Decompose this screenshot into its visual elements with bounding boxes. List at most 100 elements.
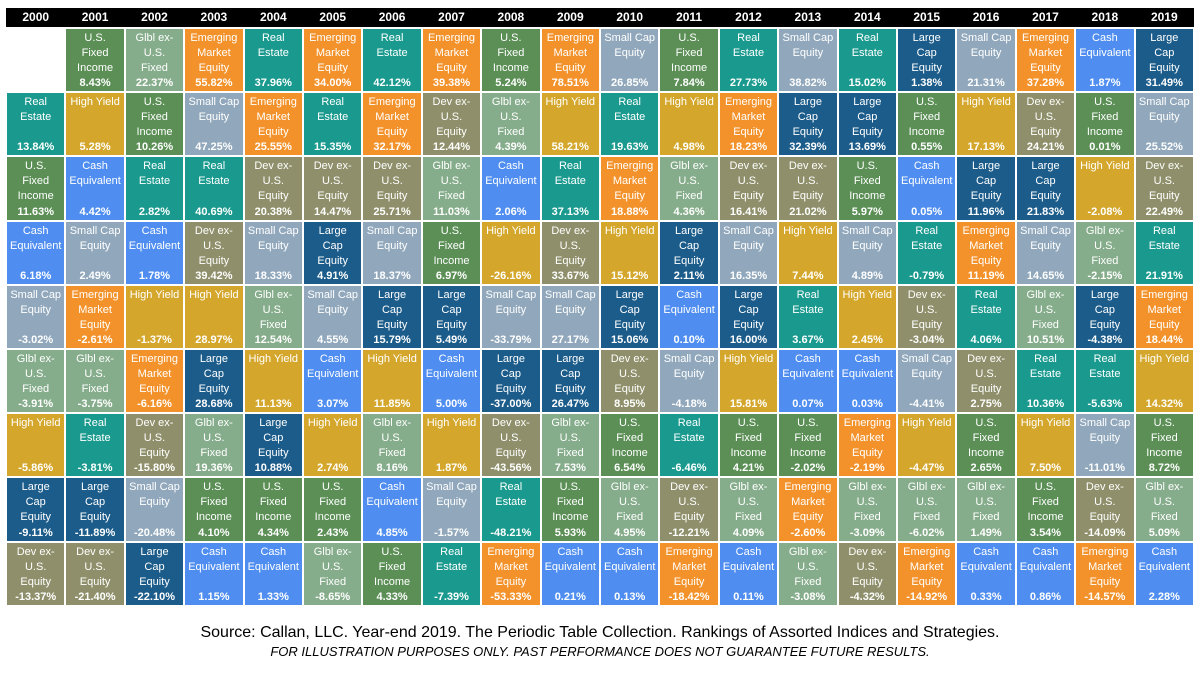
return-value: -4.18% [671, 398, 707, 411]
asset-class-name: U.S. Fixed Income [1146, 417, 1183, 460]
table-cell: High Yield 7.44% [778, 220, 838, 285]
asset-class-name: Real Estate [554, 160, 586, 188]
return-value: 5.49% [435, 333, 468, 346]
table-cell: Glbl ex- U.S. Fixed -8.65% [303, 541, 363, 606]
table-cell: Glbl ex- U.S. Fixed -6.02% [897, 477, 957, 542]
asset-class-name: High Yield [367, 353, 417, 365]
table-cell: Glbl ex- U.S. Fixed -3.08% [778, 541, 838, 606]
return-value: -18.42% [668, 590, 710, 603]
asset-class-name: Cash Equivalent [1019, 545, 1072, 573]
table-cell: Glbl ex- U.S. Fixed 4.39% [481, 92, 541, 157]
year-header: 2010 [600, 8, 660, 27]
table-cell: High Yield 58.21% [540, 92, 600, 157]
return-value: 8.95% [614, 398, 646, 411]
table-cell: U.S. Fixed Income 11.63% [6, 156, 66, 221]
table-cell: Large Cap Equity 1.38% [897, 28, 957, 93]
return-value: -4.38% [1087, 333, 1123, 346]
return-value: 7.53% [554, 462, 586, 475]
asset-class-name: Glbl ex- U.S. Fixed [788, 545, 827, 588]
return-value: 16.35% [729, 269, 768, 282]
return-value: 4.36% [673, 205, 705, 218]
table-cell: Real Estate 40.69% [184, 156, 244, 221]
asset-class-name: Cash Equivalent [841, 353, 893, 380]
return-value: 18.88% [611, 205, 649, 218]
return-value: 28.97% [195, 333, 233, 346]
return-value: 4.09% [732, 526, 765, 539]
return-value: 0.55% [911, 141, 943, 154]
table-cell: Large Cap Equity 11.96% [956, 156, 1016, 221]
table-cell: High Yield 14.32% [1134, 349, 1194, 414]
asset-class-name: Small Cap Equity [960, 32, 1012, 59]
table-cell: Emerging Market Equity 34.00% [303, 28, 363, 93]
table-cell: Emerging Market Equity -14.92% [897, 541, 957, 606]
asset-class-name: Dev ex- U.S. Equity [610, 353, 649, 395]
table-cell: Real Estate -3.81% [65, 413, 125, 478]
return-value: 14.65% [1026, 269, 1065, 282]
asset-class-name: High Yield [426, 417, 477, 430]
return-value: -14.09% [1084, 526, 1126, 539]
return-value: 20.38% [254, 205, 292, 218]
table-cell: Large Cap Equity 4.91% [303, 220, 363, 285]
table-cell: Real Estate 13.84% [6, 92, 66, 157]
return-value: -11.89% [74, 526, 116, 539]
return-value: 5.93% [554, 526, 586, 539]
return-value: 4.95% [614, 526, 646, 539]
return-value: 4.42% [79, 205, 111, 218]
return-value: 34.00% [314, 77, 352, 90]
table-cell: Small Cap Equity 18.33% [243, 220, 303, 285]
table-cell: Glbl ex- U.S. Fixed -2.15% [1075, 220, 1135, 285]
return-value: 2.11% [673, 269, 705, 282]
table-cell: Large Cap Equity -4.38% [1075, 284, 1135, 349]
return-value: 1.78% [138, 269, 171, 282]
table-cell: Dev ex- U.S. Equity 22.49% [1134, 156, 1194, 221]
table-cell: Cash Equivalent 6.18% [6, 220, 66, 285]
asset-class-name: High Yield [604, 224, 655, 237]
return-value: 4.55% [317, 333, 349, 346]
return-value: 22.49% [1145, 205, 1183, 218]
return-value: -6.02% [909, 526, 945, 539]
return-value: -37.00% [490, 398, 532, 411]
asset-class-name: Large Cap Equity [376, 288, 408, 331]
asset-class-name: Small Cap Equity [10, 288, 62, 316]
table-cell: Real Estate 3.67% [778, 284, 838, 349]
asset-class-name: U.S. Fixed Income [255, 481, 292, 524]
asset-class-name: Cash Equivalent [10, 224, 62, 252]
return-value: 25.55% [254, 141, 292, 154]
asset-class-name: Cash Equivalent [901, 160, 953, 188]
return-value: -2.19% [849, 462, 885, 475]
year-header: 2004 [243, 8, 303, 27]
table-cell: Dev ex- U.S. Equity -43.56% [481, 413, 541, 478]
return-value: 4.39% [495, 141, 527, 154]
asset-class-name: U.S. Fixed Income [136, 96, 173, 139]
table-cell: U.S. Fixed Income 3.54% [1015, 477, 1076, 542]
year-header: 2015 [897, 8, 957, 27]
table-cell: Dev ex- U.S. Equity 39.42% [184, 220, 244, 285]
asset-class-name: Small Cap Equity [129, 481, 180, 509]
return-value: 19.36% [195, 462, 233, 475]
year-header: 2006 [362, 8, 422, 27]
return-value: -2.15% [1087, 269, 1123, 282]
asset-class-name: Real Estate [792, 288, 824, 316]
asset-class-name: Large Cap Equity [495, 353, 527, 395]
table-cell: Glbl ex- U.S. Fixed 22.37% [124, 28, 185, 93]
return-value: -20.48% [134, 526, 175, 539]
table-cell: Large Cap Equity 13.69% [837, 92, 897, 157]
asset-class-name: U.S. Fixed Income [77, 32, 114, 74]
asset-class-name: Dev ex- U.S. Equity [848, 545, 887, 588]
table-cell: Small Cap Equity 38.82% [778, 28, 838, 93]
asset-class-name: Emerging Market Equity [724, 96, 773, 139]
table-cell: Cash Equivalent 0.05% [897, 156, 957, 221]
table-cell: Emerging Market Equity 18.23% [718, 92, 779, 157]
asset-class-name: U.S. Fixed Income [789, 417, 826, 460]
asset-class-name: High Yield [842, 288, 893, 301]
asset-class-name: Glbl ex- U.S. Fixed [373, 417, 412, 460]
return-value: 11.13% [254, 398, 292, 411]
asset-class-name: Cash Equivalent [960, 545, 1012, 573]
return-value: -13.37% [15, 590, 57, 603]
return-value: 5.97% [851, 205, 883, 218]
return-value: 25.52% [1145, 141, 1183, 154]
table-cell: Glbl ex- U.S. Fixed 19.36% [184, 413, 244, 478]
table-cell: Emerging Market Equity 18.44% [1134, 284, 1194, 349]
asset-class-name: Glbl ex- U.S. Fixed [16, 353, 55, 395]
table-cell: Real Estate -0.79% [897, 220, 957, 285]
